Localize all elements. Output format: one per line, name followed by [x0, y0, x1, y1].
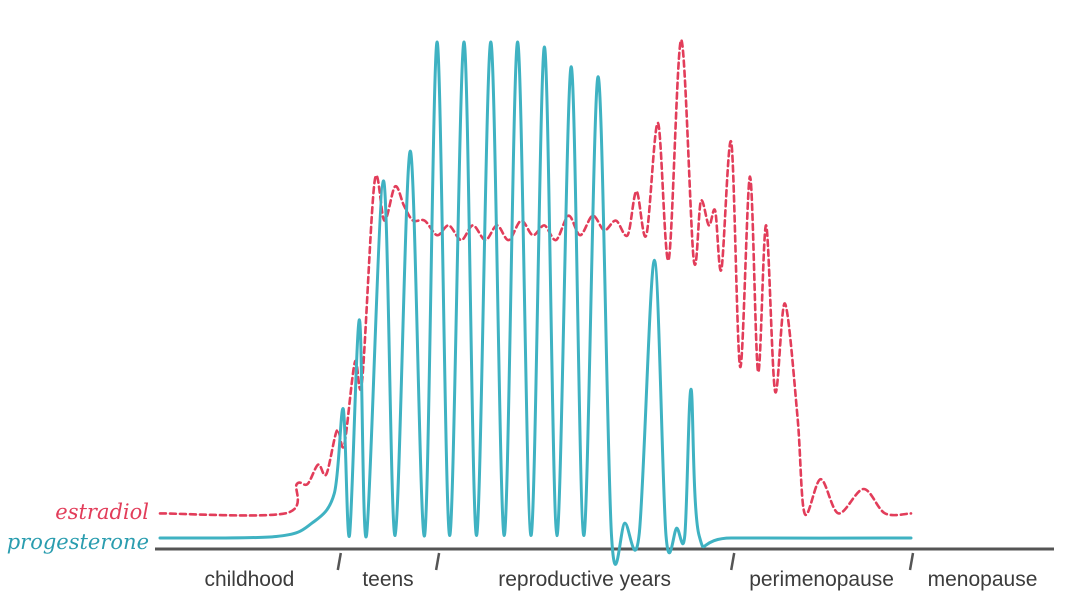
- series-label-estradiol: estradiol: [55, 500, 149, 524]
- phase-ticks: [336, 552, 915, 571]
- series-lines: [158, 38, 913, 566]
- phase-tick-teens: [434, 552, 441, 571]
- phase-label-perimenopause: perimenopause: [749, 568, 894, 591]
- phase-tick-reproductive-years: [729, 552, 736, 571]
- phase-labels: childhood teens reproductive years perimeno…: [204, 568, 1037, 591]
- series-label-progesterone: progesterone: [7, 530, 149, 554]
- phase-label-childhood: childhood: [204, 568, 294, 591]
- phase-label-teens: teens: [362, 568, 413, 591]
- phase-label-reproductive-years: reproductive years: [498, 568, 671, 591]
- phase-tick-childhood: [336, 552, 343, 571]
- series-line-progesterone: [158, 40, 913, 566]
- phase-label-menopause: menopause: [928, 568, 1038, 591]
- series-line-estradiol: [158, 38, 913, 517]
- phase-tick-perimenopause: [908, 552, 915, 571]
